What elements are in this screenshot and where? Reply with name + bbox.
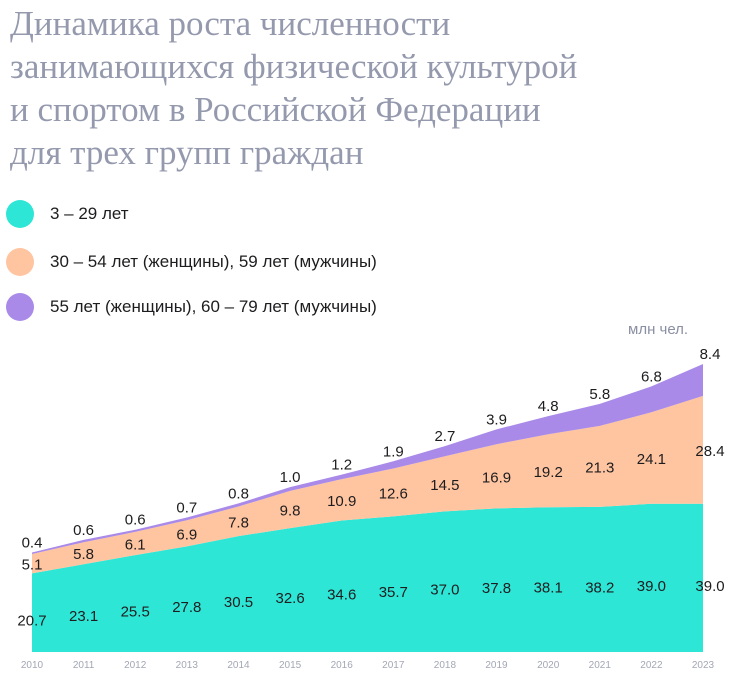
chart-title: Динамика роста численности занимающихся … xyxy=(10,2,690,174)
data-label-series-1: 23.1 xyxy=(69,608,98,625)
data-label-series-3: 8.4 xyxy=(700,346,721,363)
data-labels: 20.7 23.1 25.5 27.8 30.5 32.6 34.6 35.7 37.0 37.8… xyxy=(17,346,724,630)
x-tick-label: 2019 xyxy=(485,660,508,671)
x-tick-label: 2012 xyxy=(124,660,147,671)
data-label-series-3: 1.2 xyxy=(331,457,352,474)
data-label-series-3: 3.9 xyxy=(486,411,507,428)
data-label-series-3: 0.7 xyxy=(176,500,197,517)
data-label-series-2: 19.2 xyxy=(534,464,563,481)
data-label-series-1: 39.0 xyxy=(695,578,724,595)
data-label-series-1: 32.6 xyxy=(275,590,304,607)
data-label-series-2: 7.8 xyxy=(228,514,249,531)
data-label-series-3: 1.0 xyxy=(280,469,301,486)
data-label-series-3: 6.8 xyxy=(641,368,662,385)
legend-dot-icon xyxy=(6,248,34,276)
x-tick-label: 2023 xyxy=(692,660,715,671)
data-label-series-1: 20.7 xyxy=(17,613,46,630)
data-label-series-2: 6.1 xyxy=(125,537,146,554)
data-label-series-3: 5.8 xyxy=(589,386,610,403)
x-tick-label: 2015 xyxy=(279,660,302,671)
chart-title-line: и спортом в Российской Федерации xyxy=(10,90,541,129)
legend-label: 30 – 54 лет (женщины), 59 лет (мужчины) xyxy=(50,252,377,271)
x-tick-label: 2010 xyxy=(21,660,44,671)
legend-label: 55 лет (женщины), 60 – 79 лет (мужчины) xyxy=(50,297,377,316)
data-label-series-3: 0.6 xyxy=(125,512,146,529)
data-label-series-1: 37.8 xyxy=(482,580,511,597)
data-label-series-1: 38.2 xyxy=(585,579,614,596)
x-tick-label: 2013 xyxy=(176,660,199,671)
data-label-series-2: 5.1 xyxy=(22,557,43,574)
data-label-series-2: 16.9 xyxy=(482,469,511,486)
chart-title-line: занимающихся физической культурой xyxy=(10,47,578,86)
chart-title-line: для трех групп граждан xyxy=(10,133,364,172)
x-tick-label: 2014 xyxy=(227,660,250,671)
data-label-series-2: 12.6 xyxy=(379,485,408,502)
data-label-series-2: 28.4 xyxy=(695,443,724,460)
series-area-1 xyxy=(32,503,703,652)
x-tick-label: 2020 xyxy=(537,660,560,671)
legend-label: 3 – 29 лет xyxy=(50,204,129,223)
data-label-series-3: 0.6 xyxy=(73,522,94,539)
x-tick-label: 2018 xyxy=(434,660,457,671)
data-label-series-3: 0.4 xyxy=(22,535,43,552)
data-label-series-1: 25.5 xyxy=(121,604,150,621)
data-label-series-2: 14.5 xyxy=(430,477,459,494)
legend-dot-icon xyxy=(6,293,34,321)
data-label-series-1: 30.5 xyxy=(224,594,253,611)
data-label-series-1: 39.0 xyxy=(637,578,666,595)
data-label-series-2: 21.3 xyxy=(585,459,614,476)
legend-dot-icon xyxy=(6,200,34,228)
data-label-series-2: 6.9 xyxy=(176,526,197,543)
data-label-series-1: 35.7 xyxy=(379,584,408,601)
data-label-series-1: 37.0 xyxy=(430,582,459,599)
x-tick-label: 2011 xyxy=(73,660,95,671)
x-tick-label: 2021 xyxy=(589,660,612,671)
x-tick-label: 2017 xyxy=(382,660,405,671)
x-axis-ticks: 2010 2011 2012 2013 2014 2015 2016 2017 2018 2019… xyxy=(21,660,715,671)
x-tick-label: 2022 xyxy=(640,660,663,671)
data-label-series-1: 38.1 xyxy=(534,580,563,597)
data-label-series-3: 2.7 xyxy=(434,428,455,445)
series-area-2 xyxy=(32,395,703,574)
data-label-series-3: 1.9 xyxy=(383,443,404,460)
data-label-series-2: 5.8 xyxy=(73,546,94,563)
data-label-series-1: 27.8 xyxy=(172,599,201,616)
data-label-series-3: 4.8 xyxy=(538,398,559,415)
x-tick-label: 2016 xyxy=(331,660,354,671)
series-areas xyxy=(32,364,703,652)
chart-title-line: Динамика роста численности xyxy=(10,4,451,43)
data-label-series-3: 0.8 xyxy=(228,485,249,502)
data-label-series-2: 10.9 xyxy=(327,493,356,510)
data-label-series-1: 34.6 xyxy=(327,586,356,603)
data-label-series-2: 9.8 xyxy=(280,503,301,520)
unit-label: млн чел. xyxy=(628,321,689,338)
data-label-series-2: 24.1 xyxy=(637,451,666,468)
